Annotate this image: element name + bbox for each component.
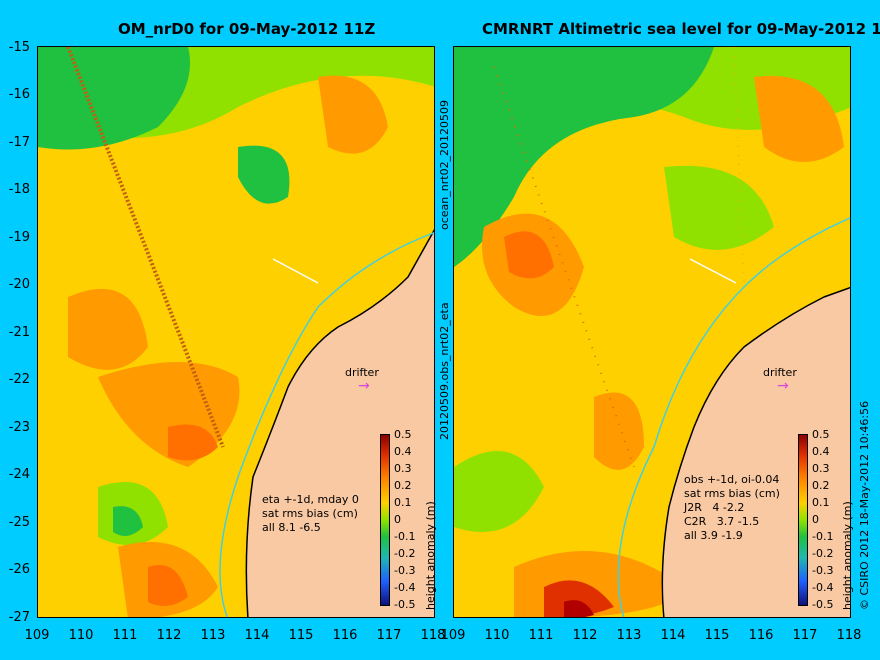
cbar-tick: -0.3 — [812, 564, 834, 577]
cbar-tick: 0 — [394, 513, 401, 526]
cbar-tick: -0.5 — [812, 598, 834, 611]
xtick: 112 — [156, 628, 182, 643]
right-drifter-label: drifter — [763, 366, 797, 379]
cbar-tick: 0.3 — [394, 462, 412, 475]
cbar-tick: -0.2 — [394, 547, 416, 560]
xtick: 110 — [68, 628, 94, 643]
left-colorbar — [380, 434, 390, 606]
xtick: 116 — [332, 628, 358, 643]
cbar-tick: 0.5 — [394, 428, 412, 441]
cbar-tick: 0.2 — [812, 479, 830, 492]
xtick: 117 — [792, 628, 818, 643]
side-text-top: ocean_nrt02_20120509 — [438, 99, 451, 230]
ytick: -17 — [8, 135, 30, 150]
ytick: -26 — [8, 562, 30, 577]
cbar-tick: -0.3 — [394, 564, 416, 577]
xtick: 109 — [24, 628, 50, 643]
ytick: -15 — [8, 40, 30, 55]
right-panel-title: CMRNRT Altimetric sea level for 09-May-2… — [482, 20, 880, 38]
xtick: 114 — [660, 628, 686, 643]
right-colorbar — [798, 434, 808, 606]
left-panel-title: OM_nrD0 for 09-May-2012 11Z — [118, 20, 376, 38]
ytick: -21 — [8, 325, 30, 340]
xtick: 116 — [748, 628, 774, 643]
right-info-line-2: sat rms bias (cm) — [684, 487, 780, 500]
ytick: -27 — [8, 610, 30, 625]
left-info-line-2: sat rms bias (cm) — [262, 507, 358, 520]
ytick: -19 — [8, 230, 30, 245]
xtick: 113 — [616, 628, 642, 643]
xtick: 111 — [112, 628, 138, 643]
right-drifter-arrow-icon: → — [777, 378, 789, 394]
ytick: -20 — [8, 277, 30, 292]
xtick: 111 — [528, 628, 554, 643]
side-text-bottom: 20120509.obs_nrt02_eta — [438, 302, 451, 440]
cbar-tick: -0.1 — [394, 530, 416, 543]
cbar-tick: -0.4 — [394, 581, 416, 594]
right-info-line-5: all 3.9 -1.9 — [684, 529, 743, 542]
left-drifter-arrow-icon: → — [358, 378, 370, 394]
cbar-tick: 0.2 — [394, 479, 412, 492]
cbar-tick: 0.4 — [394, 445, 412, 458]
cbar-tick: -0.1 — [812, 530, 834, 543]
ytick: -18 — [8, 182, 30, 197]
copyright-text: © CSIRO 2012 18-May-2012 10:46:56 — [858, 400, 871, 610]
right-info-line-3: J2R 4 -2.2 — [684, 501, 745, 514]
cbar-tick: -0.2 — [812, 547, 834, 560]
xtick: 115 — [288, 628, 314, 643]
cbar-tick: 0.3 — [812, 462, 830, 475]
cbar-tick: 0.4 — [812, 445, 830, 458]
left-info-line-3: all 8.1 -6.5 — [262, 521, 321, 534]
xtick: 112 — [572, 628, 598, 643]
xtick: 110 — [484, 628, 510, 643]
ytick: -25 — [8, 515, 30, 530]
left-sea-level-map — [37, 46, 435, 618]
xtick: 118 — [420, 628, 446, 643]
right-info-line-4: C2R 3.7 -1.5 — [684, 515, 760, 528]
right-sea-level-map — [453, 46, 851, 618]
cbar-tick: 0 — [812, 513, 819, 526]
ytick: -16 — [8, 87, 30, 102]
ytick: -23 — [8, 420, 30, 435]
left-drifter-label: drifter — [345, 366, 379, 379]
cbar-tick: -0.5 — [394, 598, 416, 611]
cbar-tick: -0.4 — [812, 581, 834, 594]
right-info-line-1: obs +-1d, oi-0.04 — [684, 473, 780, 486]
xtick: 113 — [200, 628, 226, 643]
cbar-tick: 0.5 — [812, 428, 830, 441]
xtick: 114 — [244, 628, 270, 643]
ytick: -22 — [8, 372, 30, 387]
left-info-line-1: eta +-1d, mday 0 — [262, 493, 359, 506]
cbar-tick: 0.1 — [394, 496, 412, 509]
xtick: 117 — [376, 628, 402, 643]
ytick: -24 — [8, 467, 30, 482]
left-colorbar-label: height anomaly (m) — [424, 501, 437, 610]
right-colorbar-label: height anomaly (m) — [841, 501, 854, 610]
xtick: 118 — [836, 628, 862, 643]
cbar-tick: 0.1 — [812, 496, 830, 509]
xtick: 115 — [704, 628, 730, 643]
xtick: 109 — [440, 628, 466, 643]
